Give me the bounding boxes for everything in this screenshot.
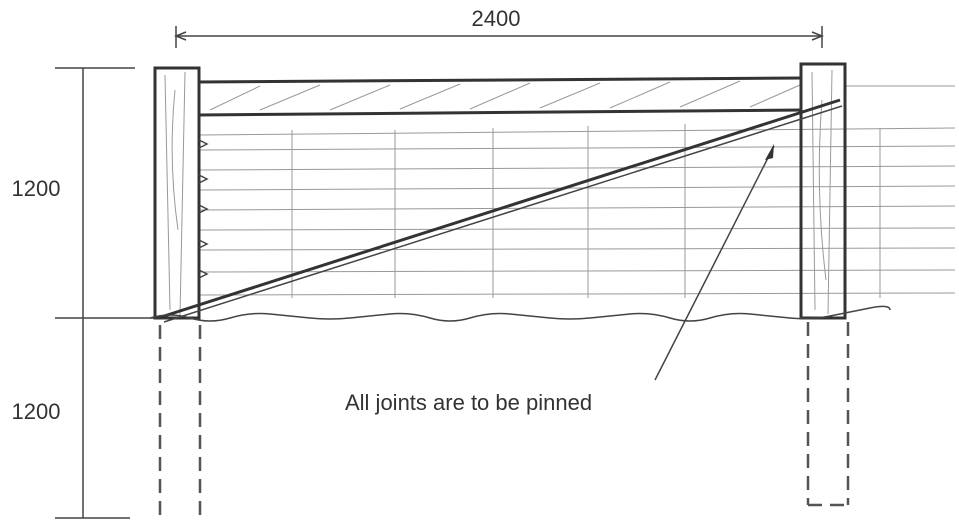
leader-arrow bbox=[655, 144, 774, 380]
dimension-lines bbox=[55, 26, 822, 518]
width-dimension: 2400 bbox=[472, 6, 521, 31]
annotation-text: All joints are to be pinned bbox=[345, 390, 592, 415]
wire-mesh bbox=[200, 86, 955, 298]
posts bbox=[155, 64, 845, 318]
height-dimension: 1200 bbox=[12, 176, 61, 201]
buried-posts bbox=[160, 322, 848, 518]
depth-dimension: 1200 bbox=[12, 399, 61, 424]
diagonal-brace bbox=[158, 100, 842, 322]
fence-drawing: 2400 1200 1200 bbox=[0, 0, 959, 523]
top-rail bbox=[198, 78, 802, 115]
ground-line bbox=[150, 306, 890, 321]
